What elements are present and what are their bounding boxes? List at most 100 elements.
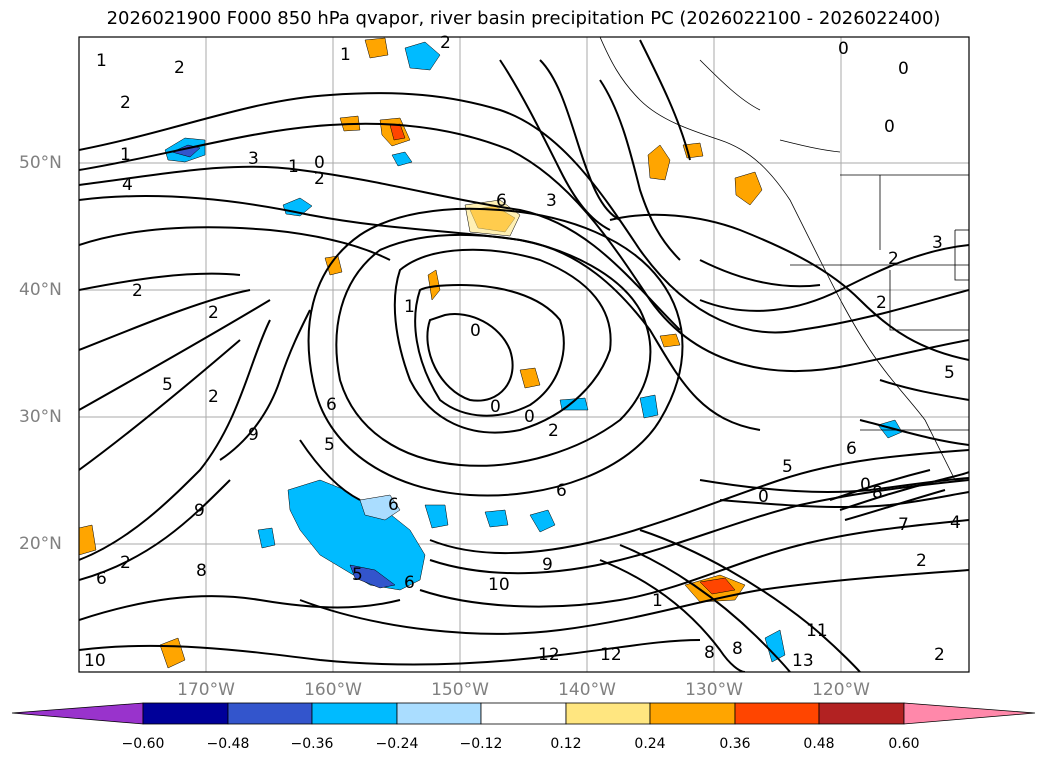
lon-label-160w: 160°W (304, 680, 362, 700)
contour-label: 10 (488, 575, 510, 595)
contour-labels: 1 2 2 2 1 4 3 1 0 2 6 3 0 0 0 2 2 1 2 2 … (84, 33, 961, 671)
contour-label: 2 (208, 303, 219, 323)
contour-label: 0 (898, 59, 909, 79)
shade-orange-3 (647, 144, 671, 181)
colorbar-tick: 0.24 (634, 736, 666, 752)
shade-blue-top-2 (391, 151, 413, 167)
colorbar-bin (734, 702, 820, 725)
contour-label: 6 (846, 439, 857, 459)
map-panel: 1 2 2 2 1 4 3 1 0 2 6 3 0 0 0 2 2 1 2 2 … (78, 33, 970, 673)
contour-label: 2 (888, 249, 899, 269)
shade-orange-mid-7 (659, 333, 681, 348)
colorbar-bin (480, 702, 567, 725)
figure-title: 2026021900 F000 850 hPa qvapor, river ba… (106, 8, 941, 29)
contour-label: 6 (556, 481, 567, 501)
contour-label: 0 (884, 117, 895, 137)
colorbar-tick: 0.36 (719, 736, 751, 752)
contour-label: 3 (932, 233, 943, 253)
contour-label: 5 (324, 435, 335, 455)
contour-label: 0 (490, 397, 501, 417)
contour-label: 10 (84, 651, 106, 671)
shade-lightblue-pacific-west (359, 494, 401, 521)
colorbar-tick: −0.48 (206, 736, 250, 752)
lat-label-40n: 40°N (19, 280, 62, 300)
contour-label: 2 (548, 421, 559, 441)
contour-label: 6 (404, 573, 415, 593)
contour-label: 6 (326, 395, 337, 415)
contour-label: 2 (934, 645, 945, 665)
contour-label: 2 (120, 553, 131, 573)
colorbar-bin (396, 702, 482, 725)
colorbar-tick: 0.48 (803, 736, 835, 752)
contour-label: 11 (806, 621, 828, 641)
contour-label: 1 (96, 51, 107, 71)
lon-label-130w: 130°W (685, 680, 743, 700)
contour-label: 5 (162, 375, 173, 395)
contour-lines (79, 39, 969, 672)
shade-blue-mid-3 (424, 504, 449, 529)
contour-label: 0 (838, 39, 849, 59)
lon-label-140w: 140°W (558, 680, 616, 700)
contour-label: 2 (916, 551, 927, 571)
map-background (79, 37, 969, 672)
contour-label: 8 (872, 483, 883, 503)
contour-label: 1 (288, 157, 299, 177)
contour-label: 6 (496, 191, 507, 211)
contour-label: 12 (600, 645, 622, 665)
shade-orange-4 (734, 171, 763, 206)
lat-label-20n: 20°N (19, 534, 62, 554)
contour-label: 6 (96, 569, 107, 589)
contour-label: 8 (196, 561, 207, 581)
shade-red-south (699, 577, 736, 595)
contour-label: 9 (248, 425, 259, 445)
contour-label: 9 (194, 501, 205, 521)
contour-label: 0 (314, 153, 325, 173)
map-frame (78, 36, 970, 673)
contour-label: 12 (538, 645, 560, 665)
colorbar-bin (311, 702, 398, 725)
shade-blue-mid-1 (639, 394, 659, 419)
contour-label: 7 (898, 515, 909, 535)
contour-label: 4 (122, 175, 133, 195)
colorbar-bin (227, 702, 313, 725)
contour-label: 5 (352, 565, 363, 585)
shade-orange-edge (79, 524, 97, 556)
contour-label: 0 (524, 407, 535, 427)
lat-label-50n: 50°N (19, 153, 62, 173)
contour-label: 0 (860, 475, 871, 495)
contour-label: 0 (758, 487, 769, 507)
contour-label: 2 (132, 281, 143, 301)
colorbar-extend-over (903, 702, 1036, 725)
contour-label: 1 (340, 45, 351, 65)
contour-label: 2 (440, 33, 451, 53)
contour-label: 2 (314, 169, 325, 189)
colorbar-bin (142, 702, 229, 725)
contour-label: 1 (120, 145, 131, 165)
colorbar-tick: −0.60 (121, 736, 165, 752)
contour-label: 1 (652, 591, 663, 611)
contour-label: 0 (470, 321, 481, 341)
lon-label-150w: 150°W (431, 680, 489, 700)
colorbar-bin (649, 702, 736, 725)
contour-label: 4 (950, 513, 961, 533)
contour-label: 3 (546, 191, 557, 211)
contour-label: 1 (404, 297, 415, 317)
colorbar-tick: −0.12 (459, 736, 503, 752)
lon-label-170w: 170°W (177, 680, 235, 700)
contour-label: 2 (120, 93, 131, 113)
colorbar-bin (818, 702, 905, 725)
contour-label: 8 (732, 639, 743, 659)
contour-label: 13 (792, 651, 814, 671)
shade-blue-south (764, 629, 786, 663)
colorbar-tick: 0.60 (888, 736, 920, 752)
shade-orange-6 (519, 367, 541, 389)
shade-blue-mid-5 (484, 509, 509, 528)
colorbar-tick: −0.36 (290, 736, 334, 752)
colorbar-tick: 0.12 (550, 736, 582, 752)
map-content (79, 37, 969, 672)
colorbar-bin (565, 702, 651, 725)
shade-orange-5 (427, 269, 441, 301)
contour-label: 2 (876, 293, 887, 313)
colorbar (11, 702, 1036, 725)
lon-label-120w: 120°W (812, 680, 870, 700)
